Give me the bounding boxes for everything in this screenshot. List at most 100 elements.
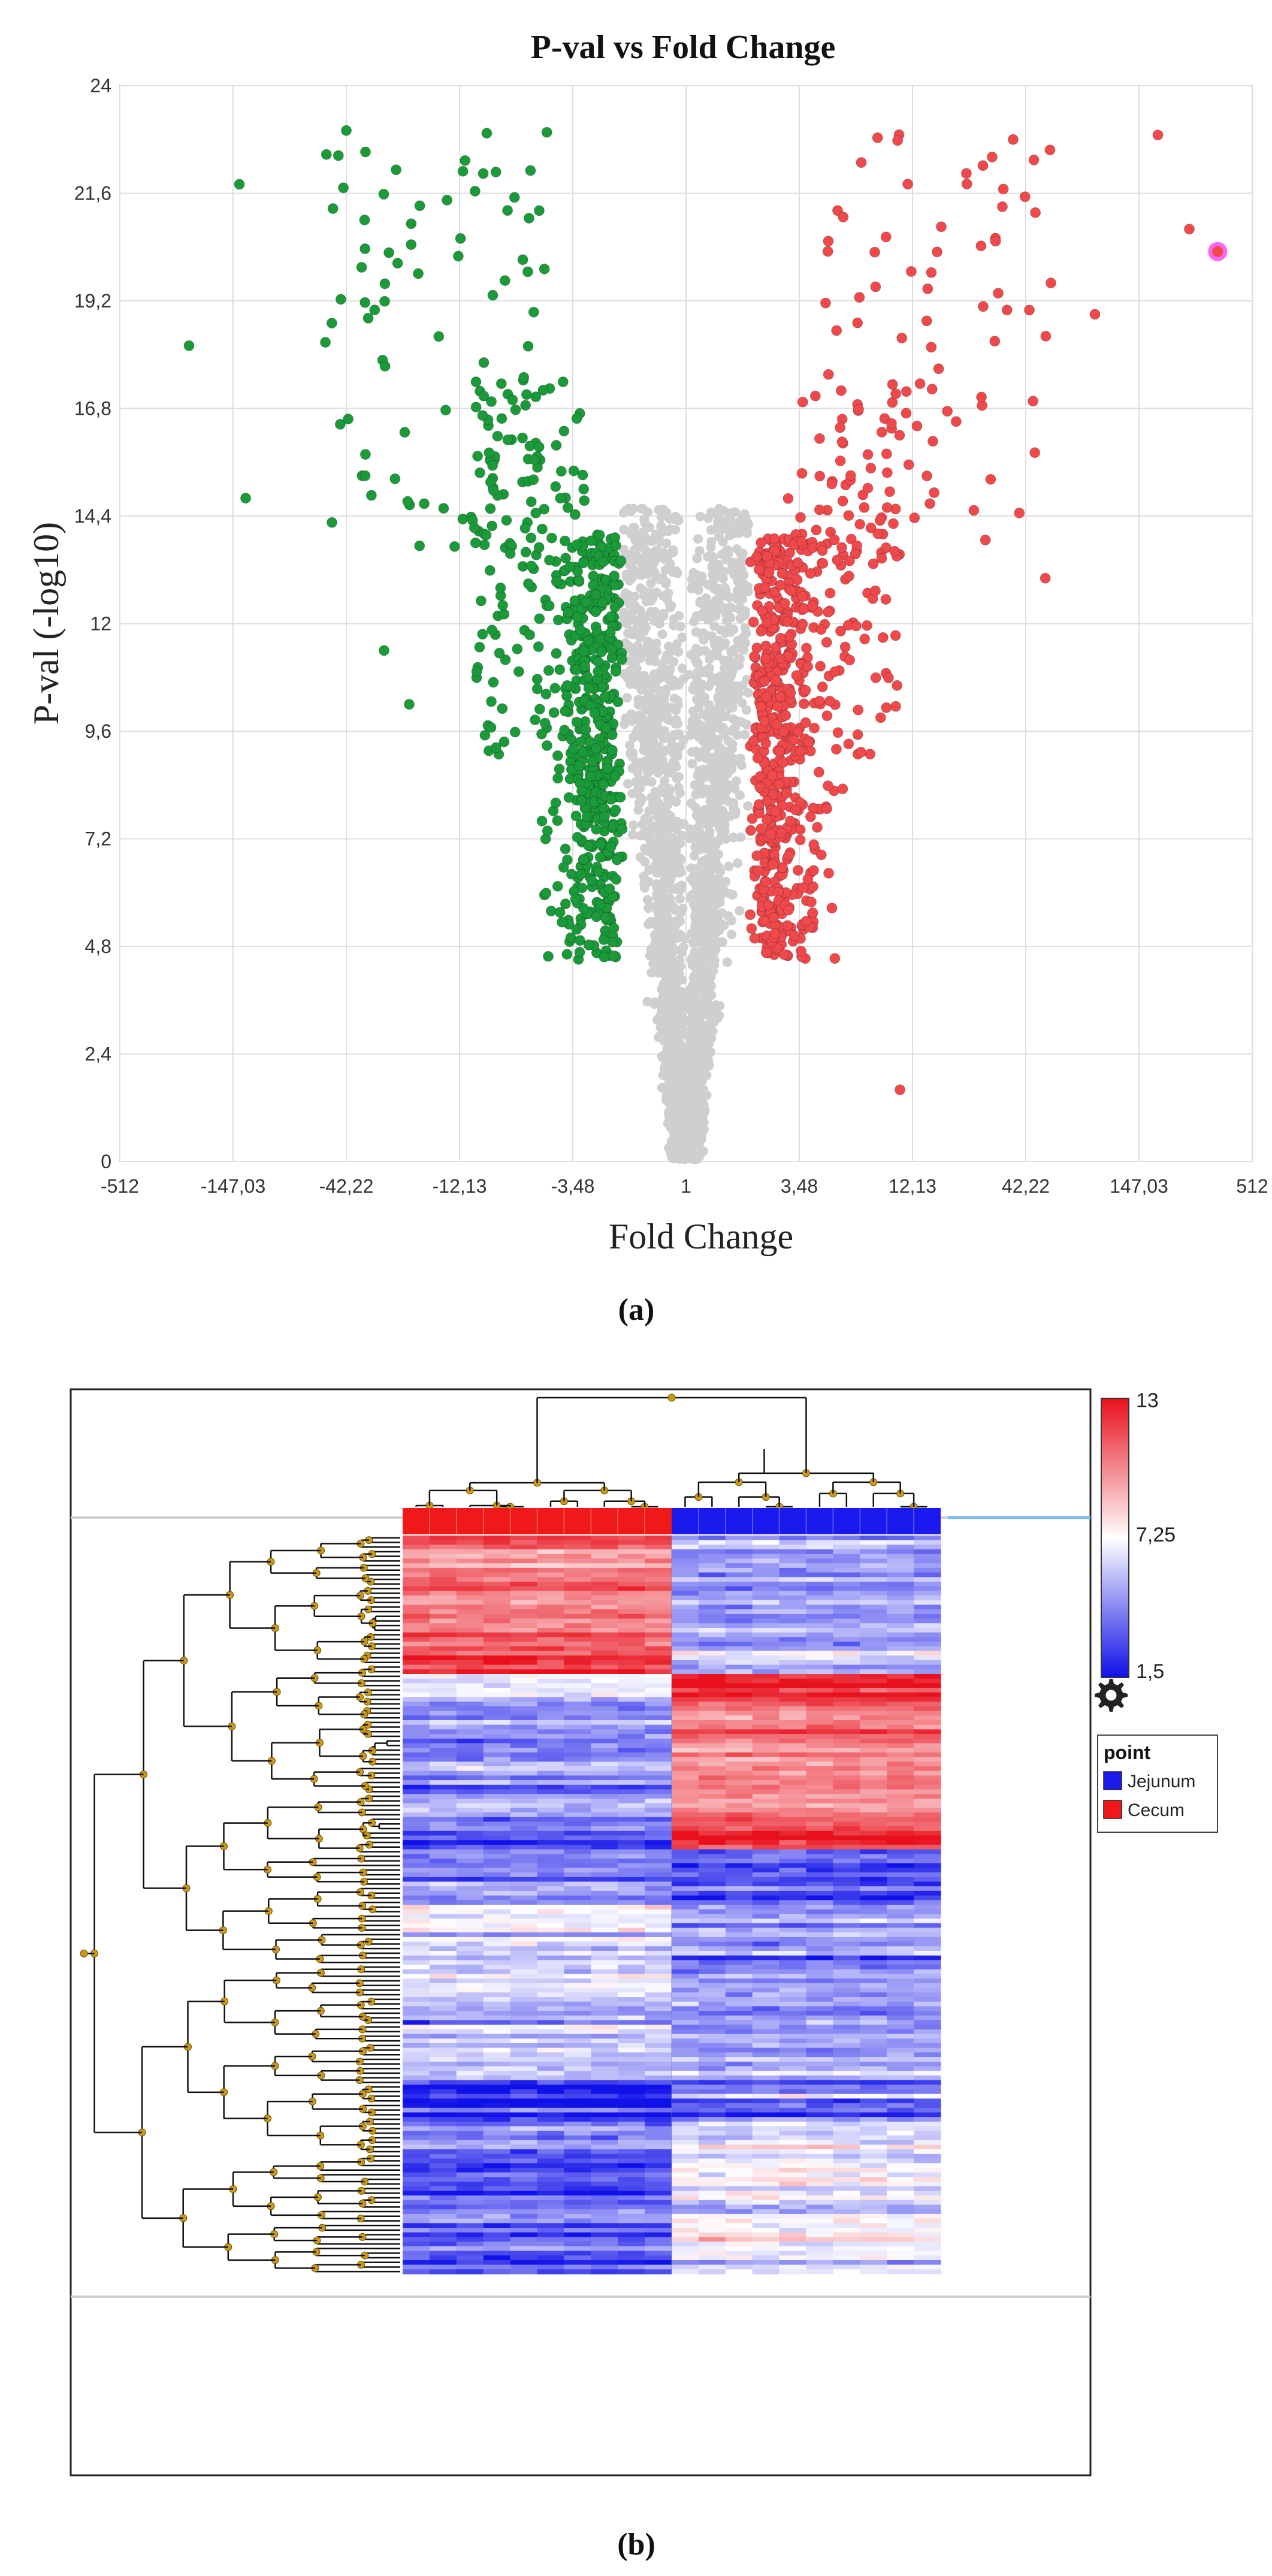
heatmap-cell	[672, 1554, 699, 1560]
ns-point	[675, 741, 685, 752]
up-regulated-point	[785, 585, 797, 596]
heatmap-cell	[914, 1697, 941, 1702]
heatmap-cell	[698, 1720, 726, 1726]
down-regulated-point	[485, 503, 496, 514]
heatmap-cell	[860, 1651, 887, 1656]
ns-point	[660, 1024, 670, 1034]
down-regulated-point	[551, 648, 562, 659]
heatmap-cell	[752, 1642, 780, 1647]
heatmap-cell	[914, 1536, 941, 1541]
down-regulated-point	[528, 474, 539, 485]
y-tick-label: 7,2	[85, 828, 111, 850]
heatmap-cell	[725, 1688, 753, 1693]
heatmap-cell	[914, 1655, 941, 1661]
ns-point	[741, 705, 751, 715]
heatmap-cell	[806, 1674, 833, 1679]
heatmap-cell	[510, 1536, 538, 1541]
up-regulated-point	[761, 551, 772, 562]
heatmap-cell	[672, 1586, 699, 1591]
up-regulated-point	[817, 681, 828, 692]
down-regulated-point	[617, 824, 628, 835]
ns-point	[657, 629, 667, 640]
heatmap-cell	[833, 1688, 860, 1693]
heatmap-cell	[779, 1623, 807, 1628]
highlighted-point[interactable]	[1212, 246, 1223, 257]
heatmap-cell	[698, 1545, 726, 1550]
heatmap-cell	[860, 1628, 887, 1633]
heatmap-cell	[672, 1600, 699, 1606]
up-regulated-point	[993, 288, 1004, 299]
ns-point	[700, 1063, 710, 1073]
down-regulated-point	[597, 556, 609, 568]
down-regulated-point	[539, 717, 551, 729]
heatmap-cell	[725, 1572, 753, 1577]
heatmap-cell	[752, 1743, 780, 1748]
heatmap-cell	[564, 1669, 591, 1675]
heatmap-cell	[698, 1678, 726, 1684]
ns-point	[659, 553, 669, 563]
x-tick-label: -512	[101, 1175, 139, 1197]
heatmap-cell	[672, 1697, 699, 1702]
heatmap-cell	[887, 1586, 914, 1591]
up-regulated-point	[960, 168, 972, 179]
down-regulated-point	[599, 951, 610, 963]
ns-point	[675, 1076, 685, 1086]
down-regulated-point	[472, 451, 484, 461]
heatmap-cell	[779, 1618, 807, 1624]
ns-point	[700, 745, 710, 755]
heatmap-cell	[698, 1628, 726, 1633]
up-regulated-point	[870, 281, 881, 292]
ns-point	[710, 780, 720, 791]
heatmap-cell	[645, 1632, 672, 1637]
heatmap-cell	[645, 1623, 672, 1628]
up-regulated-point	[785, 815, 796, 827]
heatmap-cell	[645, 1637, 672, 1642]
heatmap-cell	[429, 1729, 457, 1735]
heatmap-cell	[752, 1613, 780, 1619]
heatmap-cell	[483, 1734, 511, 1739]
ns-point	[706, 542, 716, 553]
ns-point	[732, 730, 742, 740]
down-regulated-point	[564, 561, 576, 572]
down-regulated-point	[602, 763, 613, 774]
heatmap-cell	[860, 1692, 887, 1698]
heatmap-cell	[752, 1646, 780, 1652]
heatmap-cell	[483, 1618, 511, 1624]
down-regulated-point	[488, 485, 499, 496]
heatmap-cell	[618, 1669, 645, 1675]
heatmap-cell	[725, 1558, 753, 1564]
heatmap-cell	[645, 1674, 672, 1679]
down-regulated-point	[591, 824, 602, 835]
heatmap-cell	[429, 1664, 457, 1670]
heatmap-cell	[725, 1715, 753, 1721]
ns-point	[620, 719, 629, 729]
heatmap-cell	[725, 1692, 753, 1698]
heatmap-cell	[591, 1582, 618, 1587]
heatmap-cell	[564, 1711, 591, 1716]
heatmap-cell	[806, 1586, 833, 1591]
heatmap-cell	[887, 1651, 914, 1656]
heatmap-cell	[618, 1554, 645, 1560]
heatmap-cell	[645, 1729, 672, 1735]
heatmap-cell	[537, 1683, 564, 1688]
heatmap-cell	[510, 1600, 538, 1606]
heatmap-cell	[510, 1720, 538, 1726]
ns-point	[671, 840, 681, 850]
heatmap-cell	[510, 1545, 538, 1550]
down-regulated-point	[327, 517, 337, 528]
up-regulated-point	[794, 824, 806, 835]
ns-point	[639, 586, 649, 596]
heatmap-cell	[483, 1664, 511, 1670]
ns-point	[677, 947, 687, 957]
down-regulated-point	[573, 575, 585, 586]
heatmap-cell	[591, 1734, 618, 1739]
ns-point	[688, 1150, 698, 1160]
heatmap-cell	[591, 1600, 618, 1606]
heatmap-cell	[537, 1563, 564, 1568]
down-regulated-point	[590, 589, 602, 600]
heatmap-cell	[483, 1743, 511, 1748]
heatmap-cell	[672, 1549, 699, 1555]
heatmap-cell	[914, 1674, 941, 1679]
heatmap-cell	[510, 1549, 538, 1555]
ns-point	[692, 553, 702, 563]
